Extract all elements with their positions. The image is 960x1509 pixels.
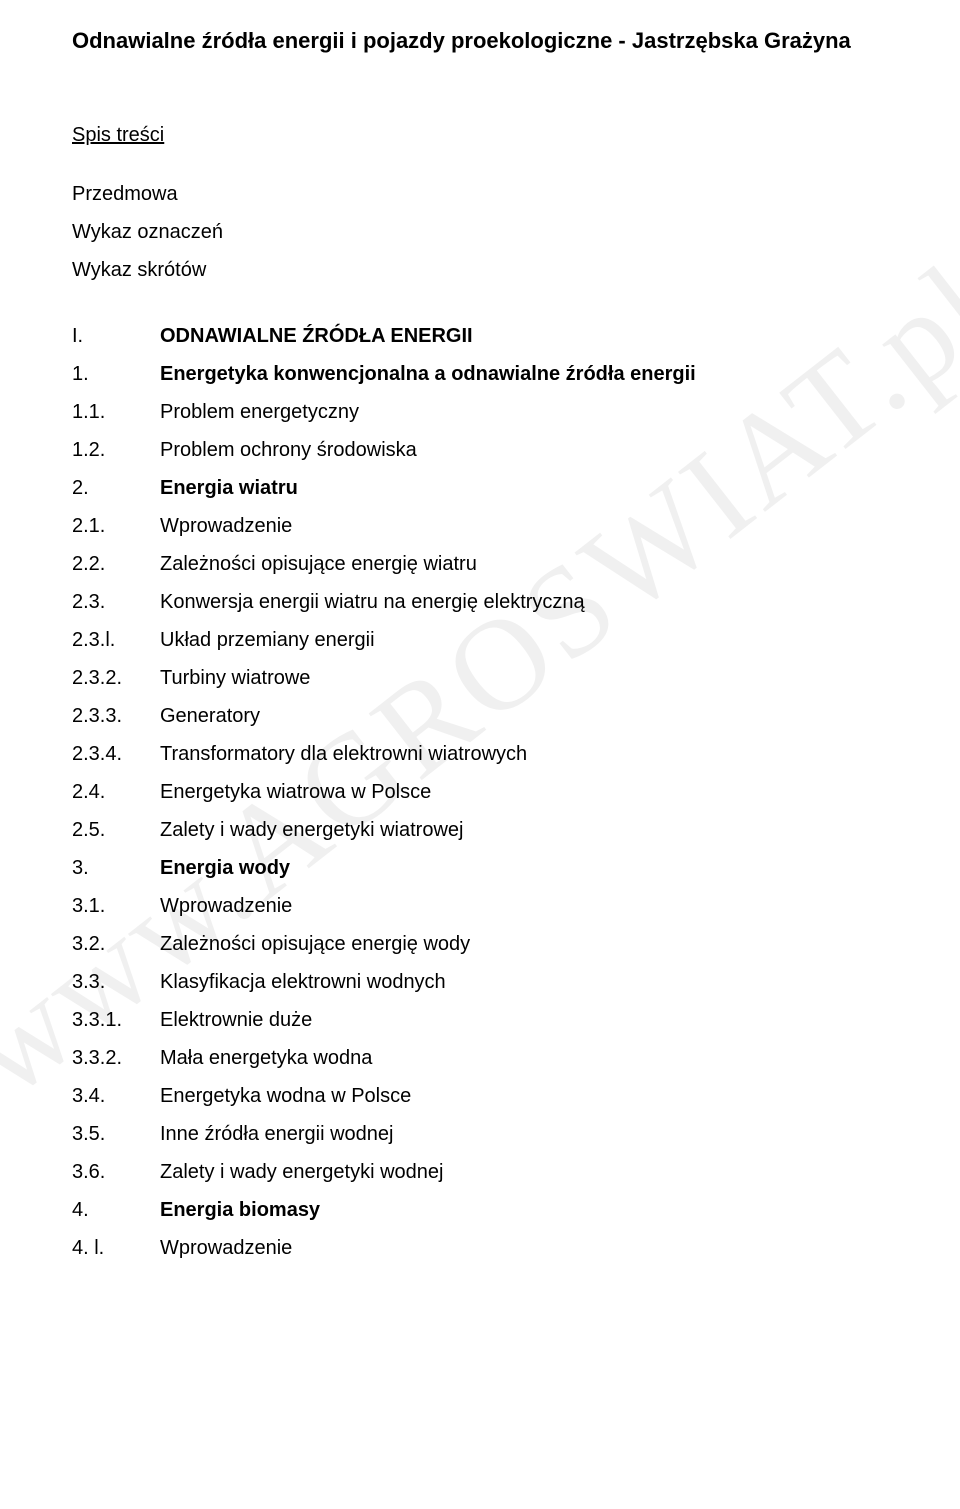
toc-text: Klasyfikacja elektrowni wodnych [160,963,696,1001]
toc-row: 2.2.Zależności opisujące energię wiatru [72,545,696,583]
toc-row: 3.5.Inne źródła energii wodnej [72,1115,696,1153]
toc-number: 3.3.1. [72,1001,160,1039]
toc-row: 2.3.4.Transformatory dla elektrowni wiat… [72,735,696,773]
front-matter-item: Wykaz oznaczeń [72,213,888,251]
toc-number: 3.3.2. [72,1039,160,1077]
toc-number: 3.5. [72,1115,160,1153]
toc-number: 2.3.2. [72,659,160,697]
toc-text: Wprowadzenie [160,507,696,545]
toc-number: 1.2. [72,431,160,469]
front-matter-item: Wykaz skrótów [72,251,888,289]
toc-row: 3.Energia wody [72,849,696,887]
toc-number: 2.3.3. [72,697,160,735]
toc-number: 4. l. [72,1229,160,1267]
toc-row: 2.5.Zalety i wady energetyki wiatrowej [72,811,696,849]
toc-text: Transformatory dla elektrowni wiatrowych [160,735,696,773]
toc-row: 3.3.2.Mała energetyka wodna [72,1039,696,1077]
toc-row: 2.3.l.Układ przemiany energii [72,621,696,659]
toc-row: 3.3.Klasyfikacja elektrowni wodnych [72,963,696,1001]
page-title: Odnawialne źródła energii i pojazdy proe… [72,28,888,54]
toc-text: Problem ochrony środowiska [160,431,696,469]
toc-number: 2.3.4. [72,735,160,773]
toc-number: 1. [72,355,160,393]
toc-text: Energetyka wiatrowa w Polsce [160,773,696,811]
front-matter-item: Przedmowa [72,175,888,213]
toc-text: Turbiny wiatrowe [160,659,696,697]
toc-text: Zależności opisujące energię wody [160,925,696,963]
toc-text: Energia biomasy [160,1191,696,1229]
toc-number: 2.3. [72,583,160,621]
toc-row: 2.Energia wiatru [72,469,696,507]
toc-row: 3.4.Energetyka wodna w Polsce [72,1077,696,1115]
toc-number: 1.1. [72,393,160,431]
toc-row: 4.Energia biomasy [72,1191,696,1229]
toc-row: I.ODNAWIALNE ŹRÓDŁA ENERGII [72,317,696,355]
toc-text: Układ przemiany energii [160,621,696,659]
toc-text: Wprowadzenie [160,1229,696,1267]
toc-text: Konwersja energii wiatru na energię elek… [160,583,696,621]
toc-row: 1.Energetyka konwencjonalna a odnawialne… [72,355,696,393]
toc-row: 2.3.3.Generatory [72,697,696,735]
toc-row: 3.2.Zależności opisujące energię wody [72,925,696,963]
toc-heading: Spis treści [72,124,888,147]
toc-row: 3.1.Wprowadzenie [72,887,696,925]
toc-number: 3. [72,849,160,887]
toc-number: 2.5. [72,811,160,849]
toc-number: 3.3. [72,963,160,1001]
toc-text: Problem energetyczny [160,393,696,431]
toc-number: 3.1. [72,887,160,925]
toc-row: 1.2.Problem ochrony środowiska [72,431,696,469]
toc-number: 3.4. [72,1077,160,1115]
toc-number: 2.2. [72,545,160,583]
toc-text: Generatory [160,697,696,735]
toc-number: 2.4. [72,773,160,811]
toc-text: Energia wody [160,849,696,887]
toc-row: 2.4.Energetyka wiatrowa w Polsce [72,773,696,811]
toc-text: Zależności opisujące energię wiatru [160,545,696,583]
front-matter-list: Przedmowa Wykaz oznaczeń Wykaz skrótów [72,175,888,289]
toc-text: Energetyka wodna w Polsce [160,1077,696,1115]
toc-row: 2.3.2.Turbiny wiatrowe [72,659,696,697]
toc-text: Energia wiatru [160,469,696,507]
toc-text: Energetyka konwencjonalna a odnawialne ź… [160,355,696,393]
toc-list: I.ODNAWIALNE ŹRÓDŁA ENERGII1.Energetyka … [72,317,696,1267]
toc-number: 3.2. [72,925,160,963]
toc-row: 2.3.Konwersja energii wiatru na energię … [72,583,696,621]
toc-number: 2. [72,469,160,507]
toc-row: 2.1.Wprowadzenie [72,507,696,545]
toc-text: Wprowadzenie [160,887,696,925]
toc-number: 4. [72,1191,160,1229]
toc-number: 3.6. [72,1153,160,1191]
toc-text: Elektrownie duże [160,1001,696,1039]
toc-text: ODNAWIALNE ŹRÓDŁA ENERGII [160,317,696,355]
toc-text: Zalety i wady energetyki wodnej [160,1153,696,1191]
toc-row: 4. l.Wprowadzenie [72,1229,696,1267]
toc-number: 2.1. [72,507,160,545]
toc-row: 3.3.1.Elektrownie duże [72,1001,696,1039]
toc-row: 1.1.Problem energetyczny [72,393,696,431]
toc-number: 2.3.l. [72,621,160,659]
toc-text: Zalety i wady energetyki wiatrowej [160,811,696,849]
toc-text: Inne źródła energii wodnej [160,1115,696,1153]
toc-number: I. [72,317,160,355]
toc-row: 3.6.Zalety i wady energetyki wodnej [72,1153,696,1191]
toc-text: Mała energetyka wodna [160,1039,696,1077]
